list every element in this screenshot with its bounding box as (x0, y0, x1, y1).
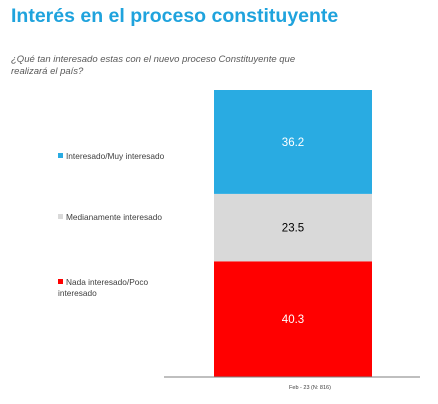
legend-label-interesado: Interesado/Muy interesado (66, 151, 165, 161)
legend-swatch-interesado (58, 153, 63, 158)
bar-value-label-1: 23.5 (282, 223, 304, 235)
chart-title: Interés en el proceso constituyente (11, 5, 339, 27)
bar-value-label-2: 36.2 (282, 137, 304, 149)
chart-subtitle: ¿Qué tan interesado estas con el nuevo p… (11, 54, 296, 77)
legend-item-interesado: Interesado/Muy interesado (58, 151, 178, 162)
legend-item-medianamente: Medianamente interesado (58, 212, 178, 223)
bar-segment-0 (214, 261, 372, 377)
bar-segment-2 (214, 90, 372, 194)
legend-swatch-nada (58, 279, 63, 284)
legend-label-nada: Nada interesado/Poco interesado (58, 277, 149, 298)
legend-item-nada: Nada interesado/Poco interesado (58, 277, 178, 299)
bar-segment-1 (214, 193, 372, 262)
x-tick-label: Feb - 23 (N: 816) (289, 385, 331, 391)
legend-label-medianamente: Medianamente interesado (66, 212, 162, 222)
bar-value-label-0: 40.3 (282, 314, 304, 326)
legend-swatch-medianamente (58, 214, 63, 219)
